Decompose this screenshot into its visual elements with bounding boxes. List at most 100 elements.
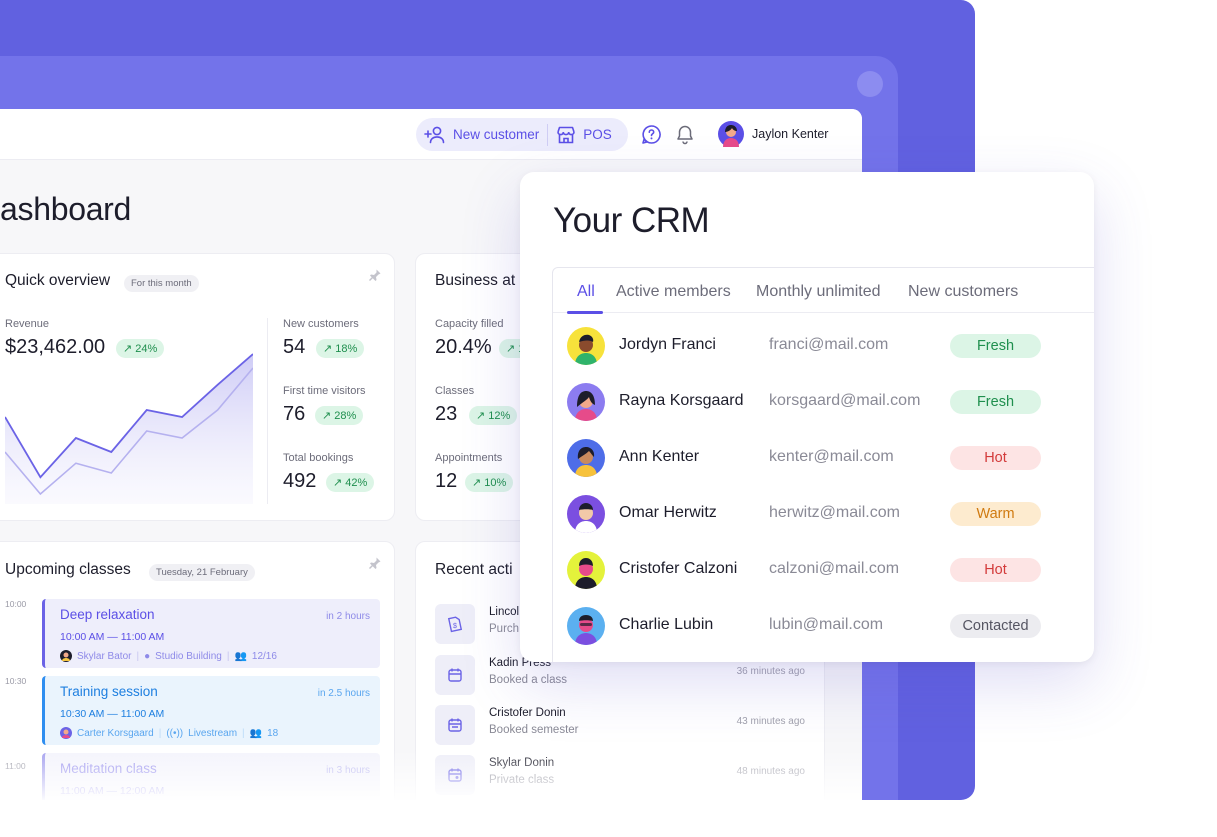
class-title: Training session — [60, 684, 158, 699]
arrow-up-right-icon: ↗ — [333, 477, 343, 489]
pos-button[interactable]: POS — [548, 118, 620, 151]
status-badge: Hot — [950, 446, 1041, 470]
top-bar: New customer POS Jaylon Kenter — [0, 109, 862, 160]
status-badge: Hot — [950, 558, 1041, 582]
classes-label: Classes — [435, 385, 475, 397]
capacity-value: 18 — [267, 727, 279, 739]
arrow-up-right-icon: ↗ — [472, 477, 482, 489]
window-control-dot[interactable] — [857, 71, 883, 97]
activity-time: 43 minutes ago — [736, 716, 805, 727]
revenue-value: $23,462.00 — [5, 336, 106, 358]
capacity-value: 12/16 — [251, 650, 277, 662]
customer-email: kenter@mail.com — [769, 448, 894, 465]
timeslot-label: 10:30 — [5, 676, 27, 686]
quick-overview-card: Quick overview For this month Revenue $2… — [0, 253, 395, 521]
arrow-up-right-icon: ↗ — [322, 410, 332, 422]
avatar — [60, 650, 72, 662]
revenue-change-badge: ↗ 24% — [116, 339, 165, 358]
class-time: 11:00 AM — 12:00 AM — [60, 785, 165, 797]
active-tab-indicator — [567, 311, 603, 314]
activity-item[interactable]: $ Lincol Purch — [435, 602, 815, 646]
customer-email: lubin@mail.com — [769, 616, 884, 633]
activity-description: Private class — [489, 774, 555, 786]
location-name: Livestream — [188, 727, 238, 739]
tab-all[interactable]: All — [577, 283, 595, 300]
recent-activity-title: Recent acti — [435, 561, 513, 578]
upcoming-classes-card: Upcoming classes Tuesday, 21 February 10… — [0, 541, 395, 800]
action-pill: New customer POS — [416, 118, 628, 151]
first-time-visitors-change-badge: ↗ 28% — [315, 406, 364, 425]
class-meta: Skylar Bator | ● Studio Building | 👥 12/… — [60, 650, 277, 662]
location-pin-icon: ● — [144, 650, 151, 662]
avatar — [567, 383, 605, 421]
crm-table: All Active members Monthly unlimited New… — [552, 267, 1094, 662]
tab-new-customers[interactable]: New customers — [908, 283, 1019, 300]
help-icon[interactable] — [640, 123, 662, 145]
revenue-chart — [5, 353, 253, 504]
appointments-value: 12 — [435, 470, 458, 492]
activity-time: 36 minutes ago — [736, 666, 805, 677]
status-badge: Fresh — [950, 334, 1041, 358]
new-customer-button[interactable]: New customer — [416, 118, 547, 151]
customer-name: Cristofer Calzoni — [619, 560, 738, 577]
avatar — [60, 727, 72, 739]
class-when: in 3 hours — [326, 765, 370, 776]
date-tag: Tuesday, 21 February — [149, 564, 255, 581]
avatar — [567, 327, 605, 365]
revenue-line-primary — [5, 353, 253, 479]
pin-icon[interactable] — [368, 268, 382, 282]
payment-icon: $ — [435, 604, 475, 644]
svg-text:$: $ — [453, 623, 457, 630]
crm-tabs: All Active members Monthly unlimited New… — [553, 268, 1094, 314]
tab-active-members[interactable]: Active members — [616, 283, 731, 300]
activity-name: Lincol — [489, 606, 520, 618]
crm-row-rayna-korsgaard[interactable]: Rayna Korsgaard korsgaard@mail.com Fresh — [553, 374, 1094, 430]
livestream-icon: ((•)) — [166, 727, 184, 739]
crm-row-cristofer-calzoni[interactable]: Cristofer Calzoni calzoni@mail.com Hot — [553, 542, 1094, 598]
revenue-line-secondary — [5, 367, 253, 496]
total-bookings-change-badge: ↗ 42% — [326, 473, 375, 492]
user-menu[interactable]: Jaylon Kenter — [718, 121, 828, 147]
class-card-training-session[interactable]: Training session in 2.5 hours 10:30 AM —… — [42, 676, 380, 745]
class-time: 10:30 AM — 11:00 AM — [60, 708, 165, 720]
class-meta: Carter Korsgaard | ((•)) Livestream | 👥 … — [60, 727, 278, 739]
new-customers-value: 54 — [283, 336, 306, 358]
crm-row-ann-kenter[interactable]: Ann Kenter kenter@mail.com Hot — [553, 430, 1094, 486]
first-time-visitors-label: First time visitors — [283, 385, 366, 397]
revenue-area — [5, 354, 253, 504]
storefront-icon — [557, 126, 576, 143]
tab-monthly-unlimited[interactable]: Monthly unlimited — [756, 283, 881, 300]
activity-item[interactable]: Kadin Press Booked a class 36 minutes ag… — [435, 653, 815, 697]
class-card-meditation[interactable]: Meditation class in 3 hours 11:00 AM — 1… — [42, 753, 380, 800]
customer-name: Rayna Korsgaard — [619, 392, 744, 409]
activity-description: Booked semester — [489, 724, 579, 736]
pos-label: POS — [583, 127, 612, 142]
customer-name: Omar Herwitz — [619, 504, 717, 521]
arrow-up-right-icon: ↗ — [323, 343, 333, 355]
crm-row-jordyn-franci[interactable]: Jordyn Franci franci@mail.com Fresh — [553, 318, 1094, 374]
location-name: Studio Building — [155, 650, 222, 662]
pin-icon[interactable] — [368, 556, 382, 570]
crm-row-omar-herwitz[interactable]: Omar Herwitz herwitz@mail.com Warm — [553, 486, 1094, 542]
arrow-up-right-icon: ↗ — [506, 343, 516, 355]
customer-email: franci@mail.com — [769, 336, 889, 353]
avatar — [718, 121, 744, 147]
appointments-label: Appointments — [435, 452, 503, 464]
customer-email: herwitz@mail.com — [769, 504, 900, 521]
crm-row-charlie-lubin[interactable]: Charlie Lubin lubin@mail.com Contacted — [553, 598, 1094, 654]
first-time-visitors-value: 76 — [283, 403, 306, 425]
revenue-label: Revenue — [5, 318, 50, 330]
class-card-deep-relaxation[interactable]: Deep relaxation in 2 hours 10:00 AM — 11… — [42, 599, 380, 668]
activity-item[interactable]: Skylar Donin Private class 48 minutes ag… — [435, 753, 815, 797]
status-badge: Fresh — [950, 390, 1041, 414]
activity-item[interactable]: Cristofer Donin Booked semester 43 minut… — [435, 703, 815, 747]
card-divider — [267, 318, 268, 504]
appointments-change-badge: ↗ 10% — [465, 473, 514, 492]
first-time-visitors-change: 28% — [334, 409, 357, 422]
class-title: Deep relaxation — [60, 607, 155, 622]
new-customers-change: 18% — [335, 342, 358, 355]
calendar-icon — [435, 655, 475, 695]
class-title: Meditation class — [60, 761, 157, 776]
total-bookings-value: 492 — [283, 470, 317, 492]
bell-icon[interactable] — [674, 123, 696, 145]
